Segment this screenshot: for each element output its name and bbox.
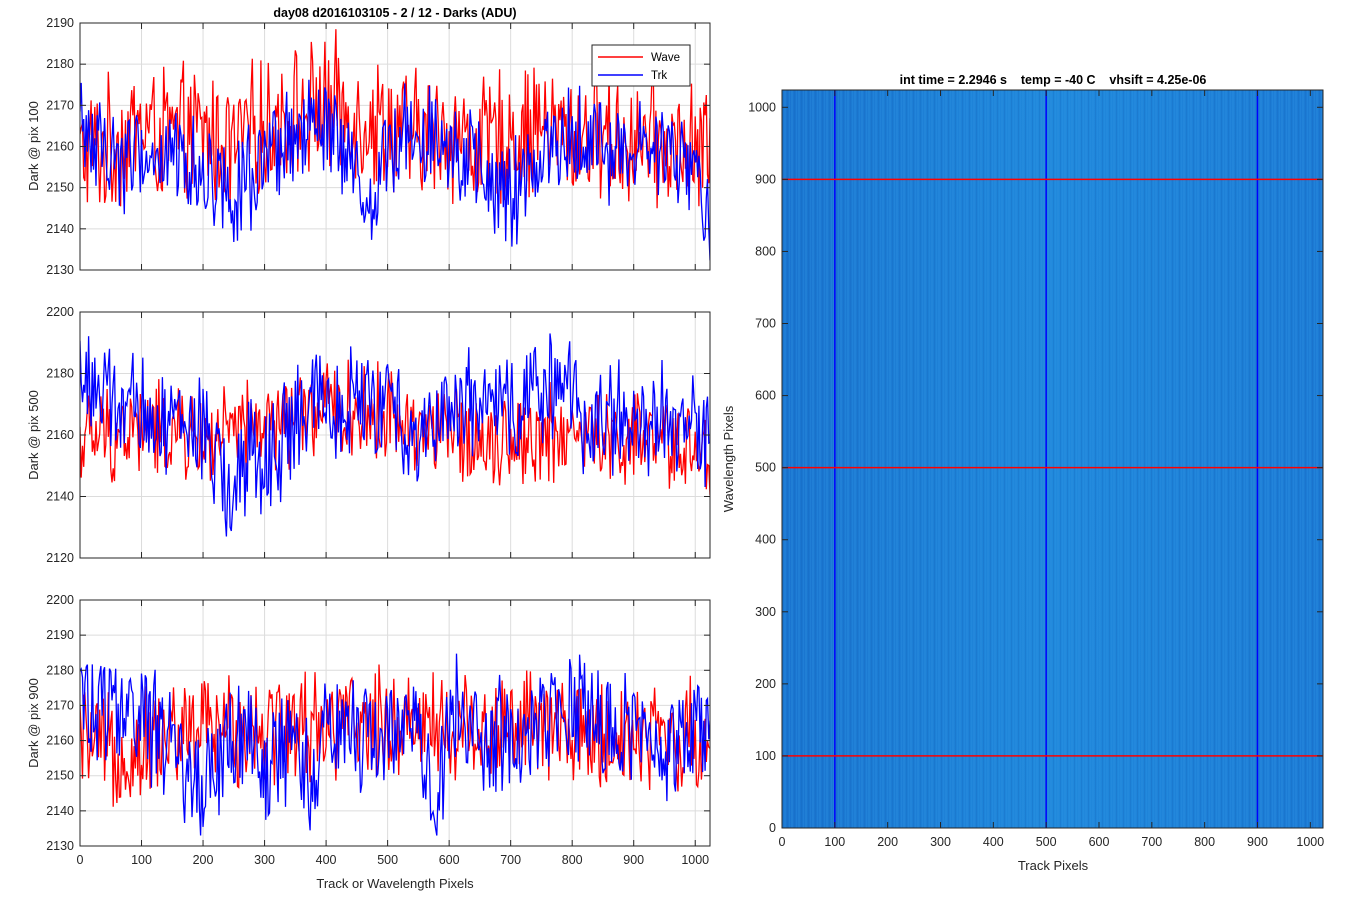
y-tick-label: 2130 [46,263,74,277]
y-tick-label: 2120 [46,551,74,565]
x-tick-label: 800 [562,853,583,867]
chart-title: day08 d2016103105 - 2 / 12 - Darks (ADU) [273,6,516,20]
x-tick-label: 500 [1036,835,1057,849]
x-tick-label: 100 [824,835,845,849]
y-tick-label: 300 [755,605,776,619]
x-tick-label: 300 [930,835,951,849]
y-tick-label: 2160 [46,734,74,748]
series-line-trk [80,333,710,537]
series-line-trk [80,653,710,836]
x-tick-label: 1000 [681,853,709,867]
x-tick-label: 900 [623,853,644,867]
y-tick-label: 2190 [46,16,74,30]
legend-box [591,44,691,87]
y-axis-label: Dark @ pix 100 [26,101,41,191]
legend-label-trk: Trk [651,70,667,82]
y-tick-label: 2150 [46,181,74,195]
axes-frame [781,89,1324,829]
y-tick-label: 2200 [46,593,74,607]
series-line-trk [80,79,710,261]
y-tick-label: 700 [755,317,776,331]
axes: 2130 2140 2150 2160 2170 2180 2190 [46,16,711,277]
y-axis-label: Dark @ pix 500 [26,390,41,480]
legend-label-wave: Wave [651,52,680,64]
y-tick-label: 2170 [46,98,74,112]
x-tick-label: 400 [983,835,1004,849]
x-tick-label: 200 [193,853,214,867]
y-tick-label: 2140 [46,222,74,236]
y-tick-label: 100 [755,749,776,763]
y-tick-label: 600 [755,389,776,403]
x-tick-label: 300 [254,853,275,867]
x-tick-label: 500 [377,853,398,867]
x-tick-label: 700 [1141,835,1162,849]
x-tick-label: 800 [1194,835,1215,849]
y-tick-label: 2150 [46,769,74,783]
y-tick-label: 2170 [46,698,74,712]
y-tick-label: 2180 [46,57,74,71]
x-tick-label: 900 [1247,835,1268,849]
x-tick-label: 100 [131,853,152,867]
y-tick-label: 2190 [46,628,74,642]
y-tick-label: 2180 [46,663,74,677]
x-tick-label: 700 [500,853,521,867]
x-tick-label: 0 [77,853,84,867]
axes: 0 100 200 300 400 500 600 700 800 900 1000 0 100 200 3… [748,89,1324,849]
y-tick-label: 2160 [46,428,74,442]
plot-panel-pix-100: day08 d2016103105 - 2 / 12 - Darks (ADU)… [26,6,711,277]
axes: 2120 2140 2160 2180 2200 [46,305,711,565]
x-tick-label: 600 [1089,835,1110,849]
y-tick-label: 2180 [46,367,74,381]
heatmap-overlay-lines [782,90,1323,828]
legend: Wave Trk [591,44,691,87]
y-tick-label: 1000 [748,100,776,114]
y-tick-label: 2140 [46,490,74,504]
y-tick-label: 2160 [46,140,74,154]
y-axis-label: Wavelength Pixels [721,405,736,512]
heatmap-texture [782,90,1323,828]
axes-frame [79,599,711,847]
y-tick-label: 200 [755,677,776,691]
y-tick-label: 0 [769,821,776,835]
x-tick-label: 600 [439,853,460,867]
y-tick-label: 2130 [46,839,74,853]
y-tick-label: 500 [755,461,776,475]
series-line-wave [80,359,710,496]
y-tick-label: 400 [755,533,776,547]
series-lines [80,653,710,836]
plot-panel-pix-500: 2120 2140 2160 2180 2200 Dark @ pix 500 [26,305,711,565]
x-tick-label: 400 [316,853,337,867]
heatmap-title: int time = 2.2946 s temp = -40 C vhsift … [900,73,1207,87]
heatmap-panel: int time = 2.2946 s temp = -40 C vhsift … [721,73,1324,873]
x-tick-label: 0 [779,835,786,849]
series-lines [80,29,710,261]
y-axis-label: Dark @ pix 900 [26,678,41,768]
x-axis-label: Track or Wavelength Pixels [316,876,474,891]
axes: 0 100 200 300 400 500 600 700 800 900 1000 2130 2140… [46,593,711,867]
y-tick-label: 2140 [46,804,74,818]
x-axis-label: Track Pixels [1018,858,1089,873]
y-tick-label: 800 [755,244,776,258]
y-tick-label: 900 [755,172,776,186]
x-tick-label: 1000 [1296,835,1324,849]
plot-panel-pix-900: 0 100 200 300 400 500 600 700 800 900 1000 2130 2140… [26,593,711,891]
series-lines [80,333,710,537]
y-tick-label: 2200 [46,305,74,319]
x-tick-label: 200 [877,835,898,849]
